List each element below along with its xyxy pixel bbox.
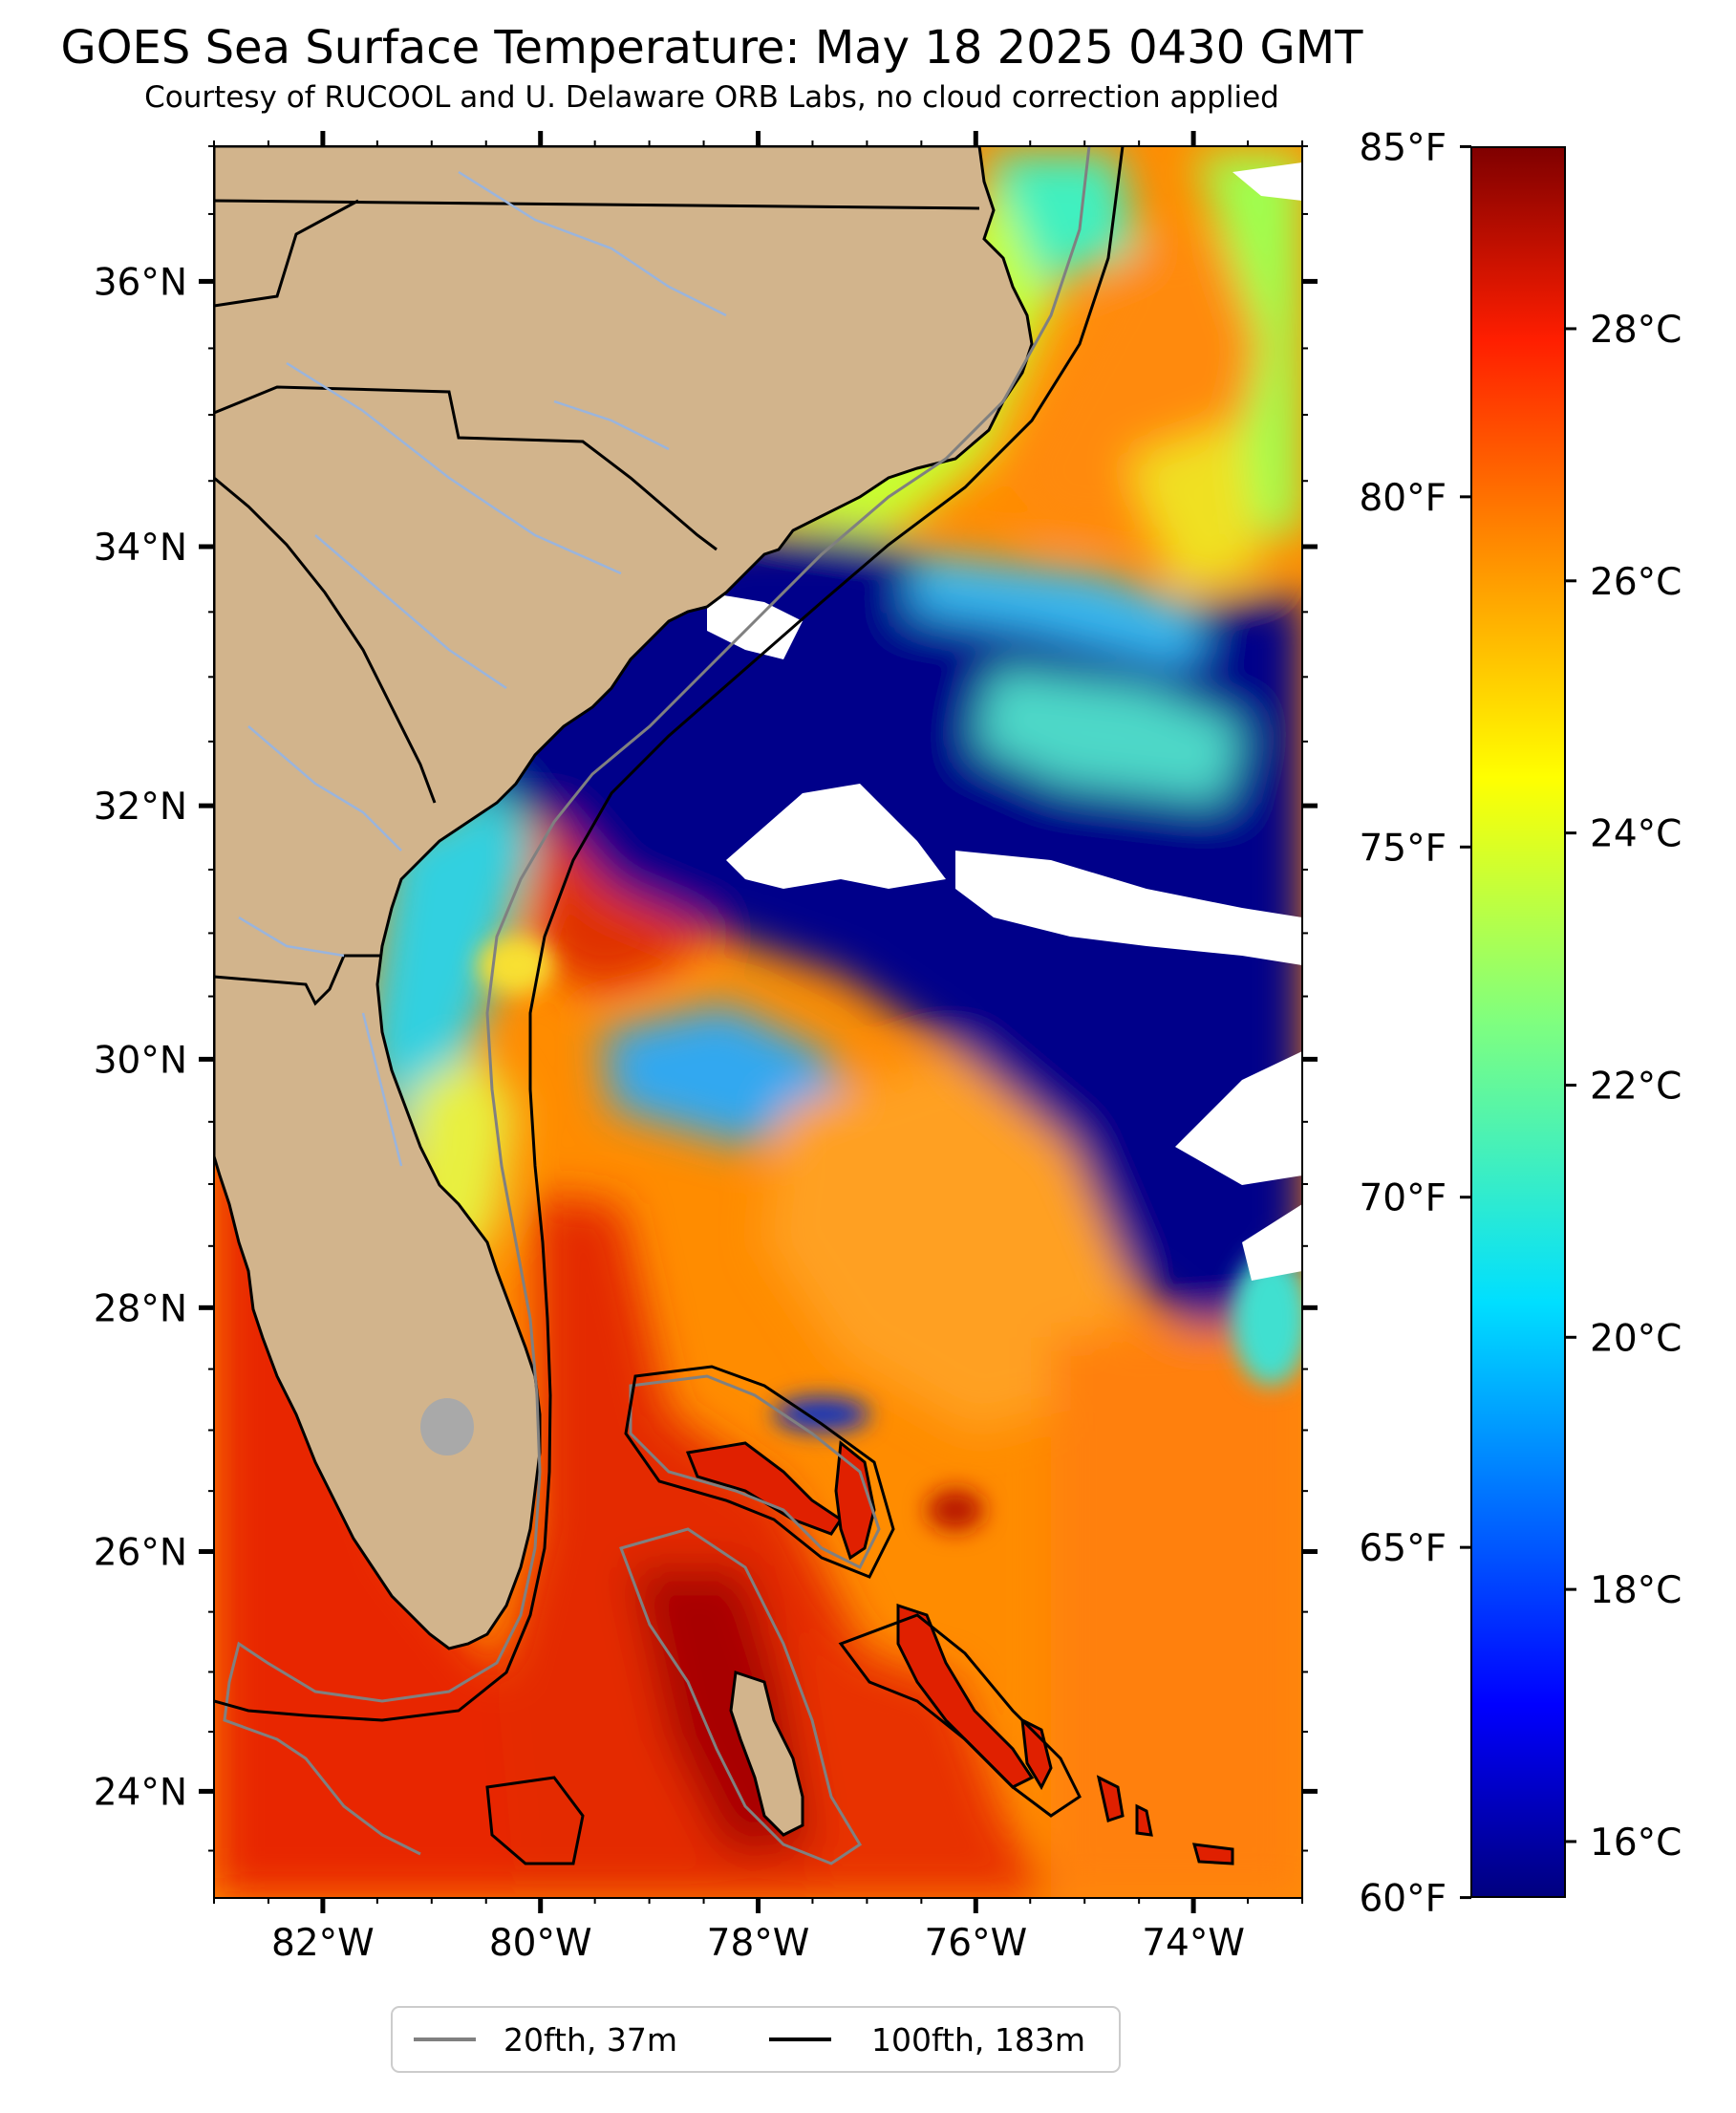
lat-tick-label: 28°N xyxy=(94,1287,187,1330)
sst-nc-upper-cyan xyxy=(984,153,1137,287)
border-nc-upper xyxy=(214,199,359,308)
land-cat-island xyxy=(1020,1717,1053,1791)
sst-detail xyxy=(478,937,1302,1531)
cloud-mask-5 xyxy=(707,593,803,659)
longitude-axis: 82°W 80°W 78°W 76°W 74°W xyxy=(213,131,1303,1965)
lat-tick-label: 36°N xyxy=(94,261,187,304)
celsius-tick-label: 24°C xyxy=(1590,813,1682,856)
river-3 xyxy=(247,725,402,852)
river-5 xyxy=(238,916,345,958)
fahrenheit-tick-label: 85°F xyxy=(1359,126,1447,169)
lat-tick-label: 32°N xyxy=(94,786,187,829)
river-6 xyxy=(361,1012,403,1167)
colorbar-ticks: 16°C 18°C 20°C 22°C 24°C 26°C 28°C 60°F 65°F 70°F… xyxy=(1359,126,1682,1920)
lon-tick-label: 76°W xyxy=(924,1922,1027,1965)
lake-okeechobee xyxy=(420,1398,474,1455)
celsius-tick-label: 18°C xyxy=(1590,1569,1682,1612)
land-abaco xyxy=(834,1440,876,1561)
lat-tick-label: 24°N xyxy=(94,1771,187,1814)
isobath-legend: 20fth, 37m 100fth, 183m xyxy=(391,2006,1121,2073)
map-title: GOES Sea Surface Temperature: May 18 202… xyxy=(60,21,1363,75)
latitude-axis: 24°N 26°N 28°N 30°N 32°N 34°N 36°N xyxy=(94,145,1318,1852)
border-nc-sc xyxy=(214,385,718,551)
river-4 xyxy=(458,170,727,317)
fahrenheit-tick-label: 80°F xyxy=(1359,477,1447,520)
fahrenheit-tick-label: 65°F xyxy=(1359,1527,1447,1570)
sst-northeast-green xyxy=(1194,153,1302,535)
river-7 xyxy=(553,399,670,451)
celsius-tick-label: 16°C xyxy=(1590,1822,1682,1865)
lat-tick-label: 26°N xyxy=(94,1532,187,1575)
legend-box xyxy=(391,2006,1121,2073)
sst-red-spot xyxy=(927,1489,984,1531)
lon-tick-label: 82°W xyxy=(271,1922,375,1965)
colorbar xyxy=(1470,146,1566,1898)
river-1 xyxy=(286,361,622,575)
sst-ga-fringe xyxy=(363,784,535,1166)
land-andros-island xyxy=(729,1670,804,1837)
cloud-mask-3 xyxy=(1175,1051,1302,1185)
border-va-nc xyxy=(214,199,980,210)
lon-tick-label: 74°W xyxy=(1142,1922,1245,1965)
fahrenheit-tick-label: 75°F xyxy=(1359,827,1447,870)
cloud-mask-1 xyxy=(726,784,946,889)
celsius-tick-label: 28°C xyxy=(1590,309,1682,352)
sst-eddy-orange xyxy=(764,1051,1127,1434)
sst-east-yellow xyxy=(1127,420,1261,593)
cloud-mask-2 xyxy=(955,851,1302,965)
lat-tick-label: 30°N xyxy=(94,1039,187,1082)
land-grand-bahama xyxy=(685,1441,844,1536)
isobath-bahamas-20fth xyxy=(619,1374,881,1865)
fahrenheit-tick-label: 60°F xyxy=(1359,1878,1447,1921)
isobath-100fth xyxy=(214,146,1125,1722)
sst-cyan-streak-1 xyxy=(908,554,1204,669)
land-small-islands xyxy=(1096,1775,1234,1865)
land-eleuthera xyxy=(896,1603,1035,1789)
sst-cyan-streak-2 xyxy=(975,669,1242,803)
isobath-bahamas-100fth xyxy=(485,1365,1082,1865)
cloud-masks xyxy=(707,162,1302,1281)
legend-label-20fth: 20fth, 37m xyxy=(504,2021,677,2059)
lon-tick-label: 78°W xyxy=(707,1922,810,1965)
map-subtitle: Courtesy of RUCOOL and U. Delaware ORB L… xyxy=(144,80,1279,115)
lat-tick-label: 34°N xyxy=(94,527,187,570)
isobath-20fth xyxy=(223,146,1091,1856)
state-borders xyxy=(214,199,980,1006)
legend-label-100fth: 100fth, 183m xyxy=(871,2021,1085,2059)
border-sc-ga xyxy=(214,476,437,804)
sst-se-orange xyxy=(1051,1319,1302,1898)
rivers xyxy=(238,170,727,1167)
river-2 xyxy=(314,534,507,690)
cloud-mask-6 xyxy=(1232,162,1302,201)
celsius-tick-label: 22°C xyxy=(1590,1065,1682,1108)
cloud-mask-4 xyxy=(1242,1204,1302,1281)
border-ga-fl xyxy=(214,954,382,1006)
celsius-tick-label: 20°C xyxy=(1590,1317,1682,1360)
land-mainland xyxy=(214,146,1034,1650)
lon-tick-label: 80°W xyxy=(489,1922,592,1965)
sst-cyan-spot-east xyxy=(1232,1252,1302,1386)
sst-yellow-spot-gs xyxy=(478,937,554,994)
map-panel xyxy=(214,146,1302,1898)
fahrenheit-tick-label: 70°F xyxy=(1359,1177,1447,1220)
celsius-tick-label: 26°C xyxy=(1590,561,1682,604)
